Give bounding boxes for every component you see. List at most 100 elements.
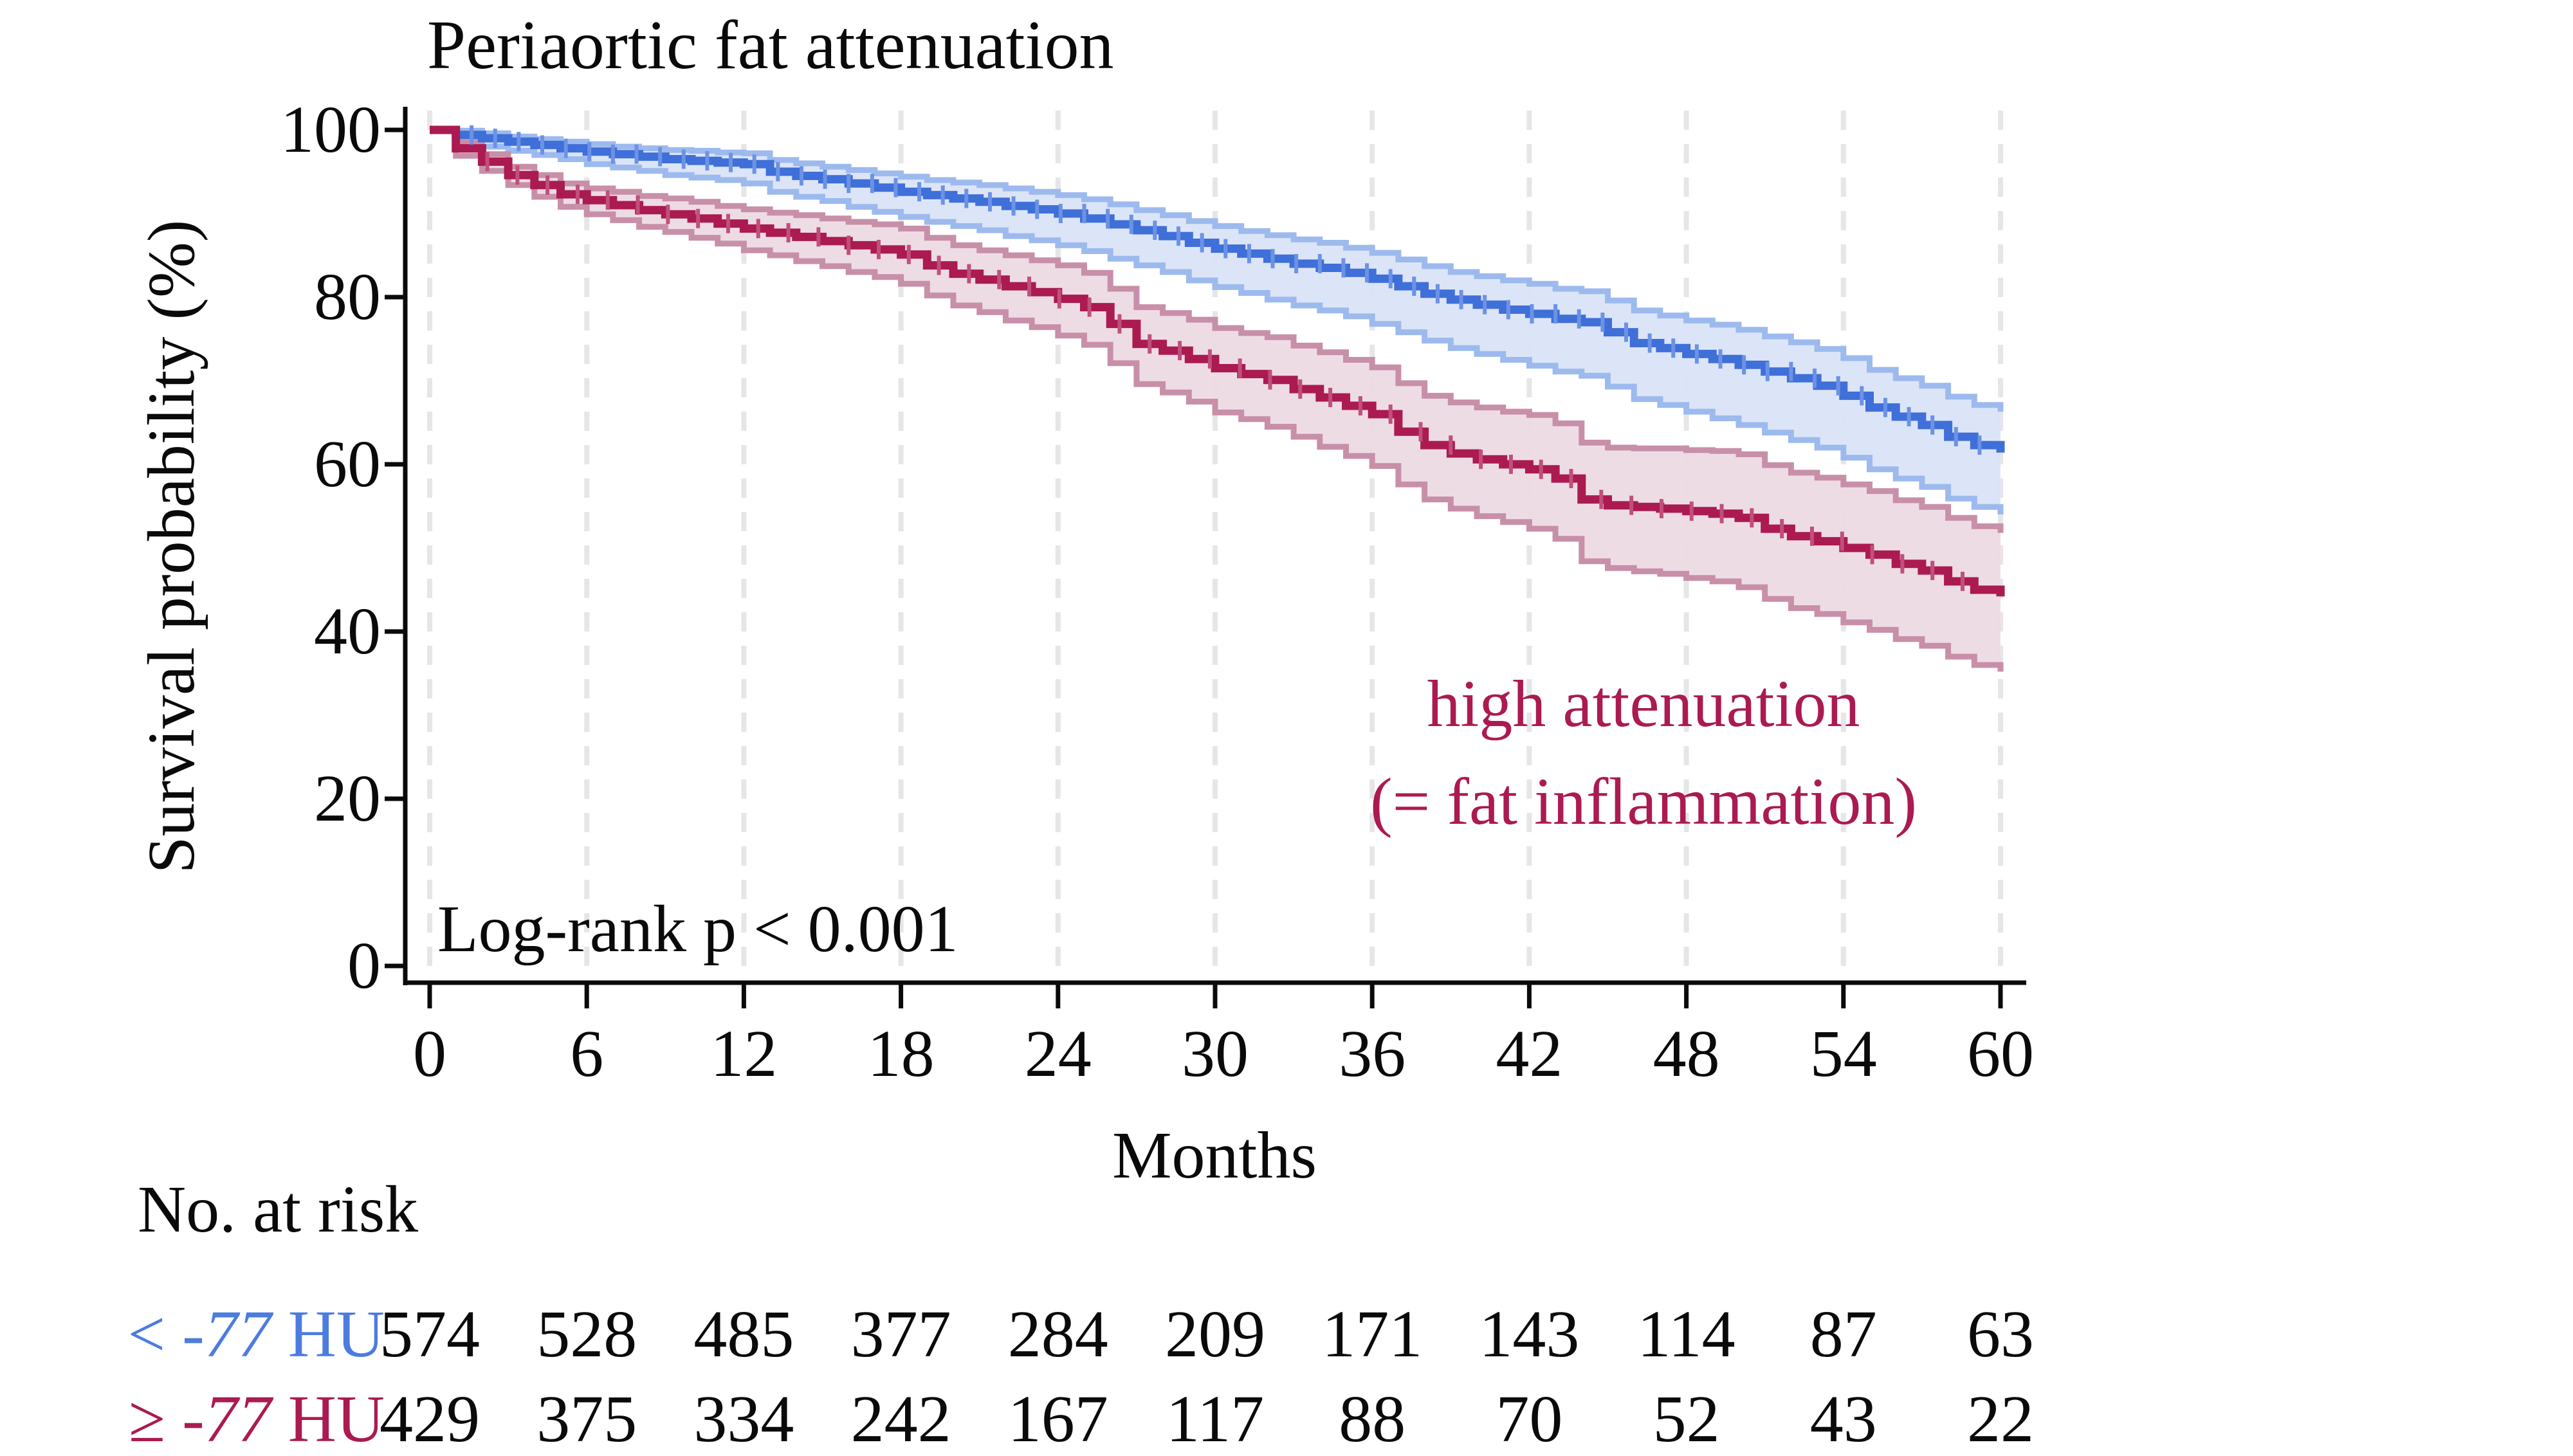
censor-tick: [658, 147, 663, 167]
censor-tick: [1117, 314, 1122, 334]
y-tick-label-80: 80: [314, 260, 381, 334]
censor-tick: [823, 169, 827, 189]
risk-count-row2-month30: 117: [1166, 1382, 1265, 1456]
censor-tick: [1789, 361, 1793, 381]
censor-tick: [1479, 450, 1483, 469]
x-tick-label-36: 36: [1339, 1017, 1406, 1091]
censor-tick: [1530, 304, 1534, 323]
survival-curve-blue: [430, 125, 2005, 453]
risk-count-row1-month18: 377: [850, 1297, 951, 1371]
censor-tick: [634, 144, 639, 164]
band-upper-edge-blue: [430, 127, 2004, 412]
risk-count-row2-month48: 52: [1653, 1382, 1720, 1456]
censor-tick: [1027, 277, 1032, 296]
censor-tick: [1960, 572, 1964, 591]
band-lower-edge-blue: [430, 127, 2004, 514]
censor-tick: [729, 152, 733, 172]
censor-tick: [1341, 258, 1346, 278]
censor-tick: [605, 190, 610, 210]
censor-tick: [1742, 355, 1746, 375]
y-axis-label: Survival probability (%): [134, 219, 208, 874]
censor-tick: [756, 219, 760, 239]
risk-count-row1-month30: 209: [1165, 1297, 1265, 1371]
risk-count-row1-month24: 284: [1007, 1297, 1108, 1371]
censor-tick: [1577, 309, 1581, 329]
censor-tick: [1298, 379, 1303, 399]
censor-tick: [987, 192, 992, 212]
censor-tick: [726, 214, 730, 233]
x-tick-label-42: 42: [1496, 1017, 1563, 1091]
risk-count-row2-month24: 167: [1007, 1382, 1108, 1456]
censor-tick: [1358, 396, 1362, 415]
censor-tick: [1058, 204, 1063, 223]
censor-tick: [1087, 297, 1092, 317]
risk-row-label-ge-77hu: ≥ -77 HU: [50, 1384, 385, 1455]
censor-tick: [1177, 226, 1181, 246]
censor-tick: [1317, 254, 1322, 273]
censor-tick: [610, 144, 615, 164]
x-tick-label-24: 24: [1024, 1017, 1092, 1091]
censor-tick: [1694, 344, 1699, 364]
censor-tick: [1388, 405, 1393, 424]
y-tick-label-0: 0: [347, 929, 381, 1003]
x-axis-label: Months: [1112, 1118, 1317, 1192]
censor-tick: [1689, 501, 1694, 521]
censor-tick: [1553, 304, 1558, 323]
risk-count-row2-month0: 429: [380, 1382, 480, 1456]
censor-tick: [1883, 397, 1887, 417]
survival-curve-red: [430, 125, 2005, 597]
risk-count-row2-month18: 242: [850, 1382, 951, 1456]
censor-tick: [847, 235, 851, 255]
censor-tick: [575, 185, 580, 205]
log-rank-note: Log-rank p < 0.001: [437, 892, 958, 966]
censor-tick: [1624, 322, 1628, 342]
censor-tick: [1840, 531, 1844, 551]
censor-tick: [786, 223, 791, 242]
censor-tick: [517, 132, 521, 152]
x-tick-label-6: 6: [570, 1017, 604, 1091]
censor-tick: [940, 185, 945, 205]
censor-tick: [799, 166, 803, 186]
censor-tick: [1418, 422, 1423, 442]
censor-tick: [1270, 249, 1275, 269]
x-tick-label-12: 12: [710, 1017, 778, 1091]
y-tick-label-100: 100: [280, 93, 381, 167]
censor-tick: [1247, 244, 1251, 264]
x-tick-label-0: 0: [413, 1017, 446, 1091]
censor-tick: [1977, 435, 1982, 455]
risk-table-heading: No. at risk: [138, 1172, 419, 1246]
risk-row-label-part: ≥: [129, 1382, 183, 1456]
censor-tick: [1599, 489, 1604, 509]
censor-tick: [877, 239, 881, 259]
risk-count-row2-month6: 375: [536, 1382, 637, 1456]
censor-tick: [1483, 295, 1487, 314]
censor-tick: [1600, 313, 1605, 332]
x-tick-label-18: 18: [867, 1017, 935, 1091]
censor-tick: [1718, 349, 1723, 369]
censor-tick: [515, 165, 520, 185]
censor-tick: [1207, 349, 1212, 369]
y-tick-label-20: 20: [314, 761, 381, 835]
risk-count-row1-month12: 485: [693, 1297, 794, 1371]
risk-count-row2-month42: 70: [1496, 1382, 1563, 1456]
censor-tick: [1870, 545, 1874, 565]
censor-tick: [1328, 388, 1333, 407]
censor-tick: [587, 141, 592, 161]
censor-tick: [1082, 204, 1086, 223]
censor-tick: [1294, 254, 1299, 273]
censor-tick: [540, 135, 545, 155]
x-tick-label-60: 60: [1967, 1017, 2034, 1091]
censor-tick: [1930, 415, 1935, 435]
censor-tick: [1750, 508, 1754, 528]
censor-tick: [1506, 300, 1510, 320]
censor-tick: [906, 244, 911, 264]
x-tick-label-48: 48: [1653, 1017, 1720, 1091]
risk-count-row1-month36: 171: [1322, 1297, 1423, 1371]
censor-tick: [696, 208, 700, 228]
censor-tick: [1647, 333, 1652, 353]
risk-row-label-part: HU: [271, 1382, 385, 1456]
censor-tick: [666, 205, 670, 224]
censor-tick: [1671, 338, 1676, 358]
censor-tick: [1057, 289, 1061, 309]
